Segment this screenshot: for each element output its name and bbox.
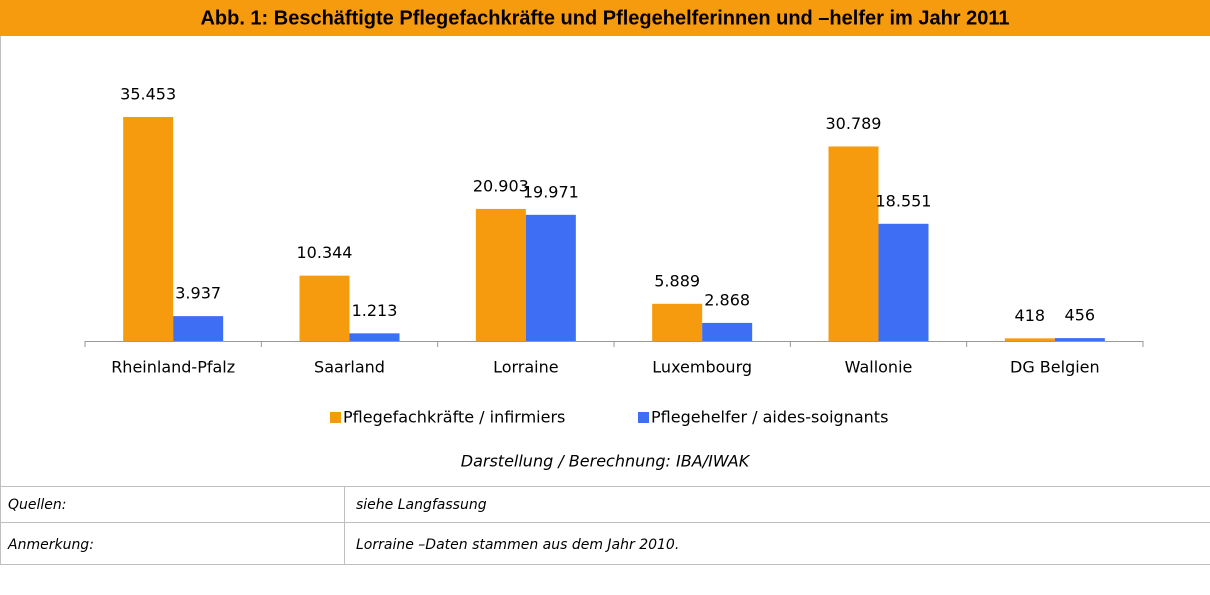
legend-label: Pflegefachkräfte / infirmiers [343, 408, 565, 427]
data-label: 5.889 [654, 271, 700, 290]
x-tick-label: Wallonie [845, 358, 913, 377]
data-label: 18.551 [876, 191, 932, 210]
data-label: 35.453 [120, 85, 176, 104]
bar [475, 208, 526, 341]
bar [878, 223, 929, 341]
legend-swatch [638, 412, 649, 423]
data-label: 418 [1015, 306, 1046, 325]
chart-title: Abb. 1: Beschäftigte Pflegefachkräfte un… [200, 7, 1009, 29]
table-cell: Anmerkung: [7, 537, 94, 553]
data-label: 19.971 [523, 182, 579, 201]
bar [652, 303, 703, 341]
data-label: 3.937 [175, 284, 221, 303]
x-tick-label: DG Belgien [1010, 358, 1100, 377]
title-bar [0, 0, 1210, 36]
x-tick-label: Luxembourg [652, 358, 752, 377]
x-tick-label: Saarland [314, 358, 385, 377]
frame [0, 36, 1210, 565]
data-label: 1.213 [352, 301, 398, 320]
data-label: 2.868 [704, 290, 750, 309]
table-cell: Lorraine –Daten stammen aus dem Jahr 201… [356, 537, 679, 553]
bar [349, 333, 400, 341]
table-cell: Quellen: [8, 497, 67, 513]
bar [702, 322, 753, 341]
legend-swatch [330, 412, 341, 423]
x-tick-label: Rheinland-Pfalz [111, 358, 235, 377]
bar [299, 275, 350, 341]
bar [525, 214, 576, 341]
bar [1004, 338, 1055, 341]
data-label: 456 [1065, 306, 1096, 325]
source-note: Darstellung / Berechnung: IBA/IWAK [461, 452, 751, 471]
data-label: 30.789 [826, 114, 882, 133]
bar [828, 146, 879, 341]
legend-label: Pflegehelfer / aides-soignants [651, 408, 888, 427]
x-tick-label: Lorraine [493, 358, 559, 377]
data-label: 10.344 [297, 243, 353, 262]
data-label: 20.903 [473, 176, 529, 195]
bar [173, 316, 224, 341]
bar [1054, 338, 1105, 341]
table-cell: siehe Langfassung [356, 497, 487, 513]
bar [123, 117, 174, 341]
